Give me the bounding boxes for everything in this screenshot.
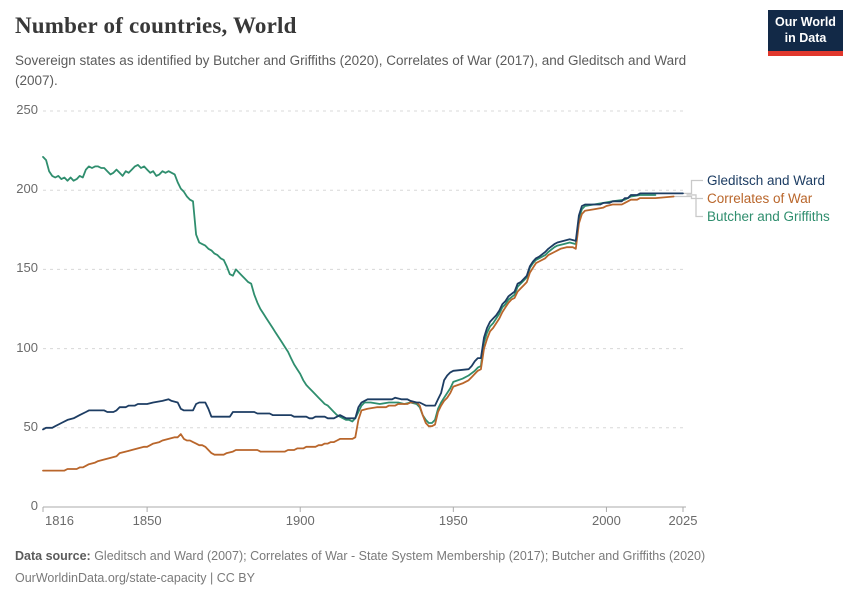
owid-logo-line2: in Data [784,31,827,46]
legend-connector [686,194,703,218]
data-source-label: Data source: [15,549,91,563]
series-line-gleditsch-and-ward[interactable] [42,192,684,431]
chart-subtitle: Sovereign states as identified by Butche… [15,53,687,88]
owid-link[interactable]: OurWorldinData.org/state-capacity [15,571,207,585]
y-axis-label: 250 [16,102,38,117]
page-title: Number of countries, World [15,13,297,38]
x-axis-label: 2000 [591,513,621,528]
y-axis-label: 200 [16,181,38,197]
data-source-text: Gleditsch and Ward (2007); Correlates of… [90,549,706,563]
license-label[interactable]: CC BY [216,571,255,585]
owid-logo-line1: Our World [775,15,836,29]
x-axis-label: 1900 [285,513,315,528]
separator: | [206,571,217,585]
y-axis-label: 50 [23,418,38,434]
legend-label-correlates-of-war[interactable]: Correlates of War [707,191,813,206]
y-axis-label: 0 [30,498,38,513]
legend-label-butcher-and-griffiths[interactable]: Butcher and Griffiths [707,209,830,224]
data-source-line: Data source: Gleditsch and Ward (2007); … [15,545,835,567]
x-axis-label: 1950 [438,513,468,528]
legend-connector [675,195,703,200]
legend-connector [684,179,703,195]
legend-label-gleditsch-and-ward[interactable]: Gleditsch and Ward [707,173,826,188]
license-line: OurWorldinData.org/state-capacity | CC B… [15,567,835,589]
x-axis-label: 1816 [45,513,74,528]
x-axis-label: 2025 [668,513,698,528]
y-axis-label: 150 [16,260,38,276]
series-line-butcher-and-griffiths[interactable] [42,155,657,424]
owid-logo[interactable]: Our World in Data [768,10,843,56]
x-axis-label: 1850 [132,513,162,528]
series-line-correlates-of-war[interactable] [42,195,675,472]
chart-footer: Data source: Gleditsch and Ward (2007); … [15,545,835,589]
y-axis-label: 100 [16,339,38,355]
